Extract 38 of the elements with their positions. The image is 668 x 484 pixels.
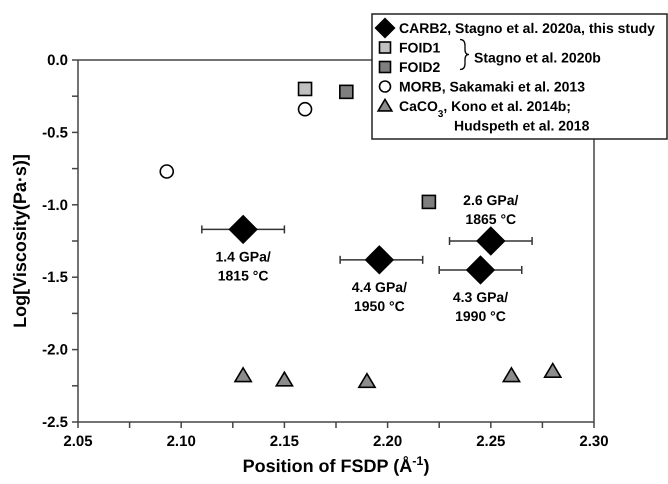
y-tick-label: 0.0 bbox=[47, 52, 68, 69]
legend-label: CaCO$_{3}$, Kono et al. 2014b; Hudspeth et al. 2018 bbox=[399, 98, 590, 134]
x-axis-title: Position of FSDP (Å$^{-1}$) bbox=[242, 454, 430, 476]
annotation: 1.4 GPa/ 1815 °C bbox=[215, 248, 271, 284]
point bbox=[275, 371, 294, 387]
y-tick-label: -0.5 bbox=[42, 124, 68, 142]
point bbox=[298, 82, 312, 96]
legend-label: FOID2 bbox=[399, 59, 440, 75]
point bbox=[339, 84, 354, 100]
x-tick-label: 2.30 bbox=[579, 433, 609, 450]
x-tick-label: 2.20 bbox=[373, 433, 402, 450]
legend-label: MORB, Sakamaki et al. 2013 bbox=[399, 78, 586, 94]
y-axis-title: Log[Viscosity(Pa·s)] bbox=[10, 154, 30, 328]
point bbox=[364, 245, 394, 274]
y-tick-label: -2.0 bbox=[42, 342, 68, 359]
y-tick-label: -1.5 bbox=[42, 269, 68, 286]
annotation: 2.6 GPa/ 1865 °C bbox=[463, 192, 519, 227]
point bbox=[234, 367, 252, 382]
legend-label: CARB2, Stagno et al. 2020a, this study bbox=[399, 20, 656, 36]
point bbox=[298, 102, 312, 117]
point bbox=[544, 362, 562, 378]
point bbox=[358, 372, 376, 388]
x-tick-label: 2.15 bbox=[270, 433, 299, 450]
point bbox=[228, 214, 258, 244]
point bbox=[159, 164, 174, 179]
annotation: 4.3 GPa/ 1990 °C bbox=[452, 288, 508, 324]
legend-label: FOID1 bbox=[399, 40, 440, 56]
point bbox=[422, 194, 436, 210]
point bbox=[476, 226, 506, 256]
x-tick-label: 2.05 bbox=[63, 433, 93, 450]
x-tick-label: 2.10 bbox=[166, 433, 196, 450]
y-tick-label: -2.5 bbox=[42, 414, 68, 431]
y-tick-label: -1.0 bbox=[42, 196, 68, 214]
x-tick-label: 2.25 bbox=[476, 433, 506, 450]
point bbox=[502, 367, 520, 382]
annotation: Stagno et al. 2020b bbox=[474, 49, 601, 66]
point bbox=[466, 255, 495, 284]
annotation: 4.4 GPa/ 1950 °C bbox=[352, 278, 408, 314]
